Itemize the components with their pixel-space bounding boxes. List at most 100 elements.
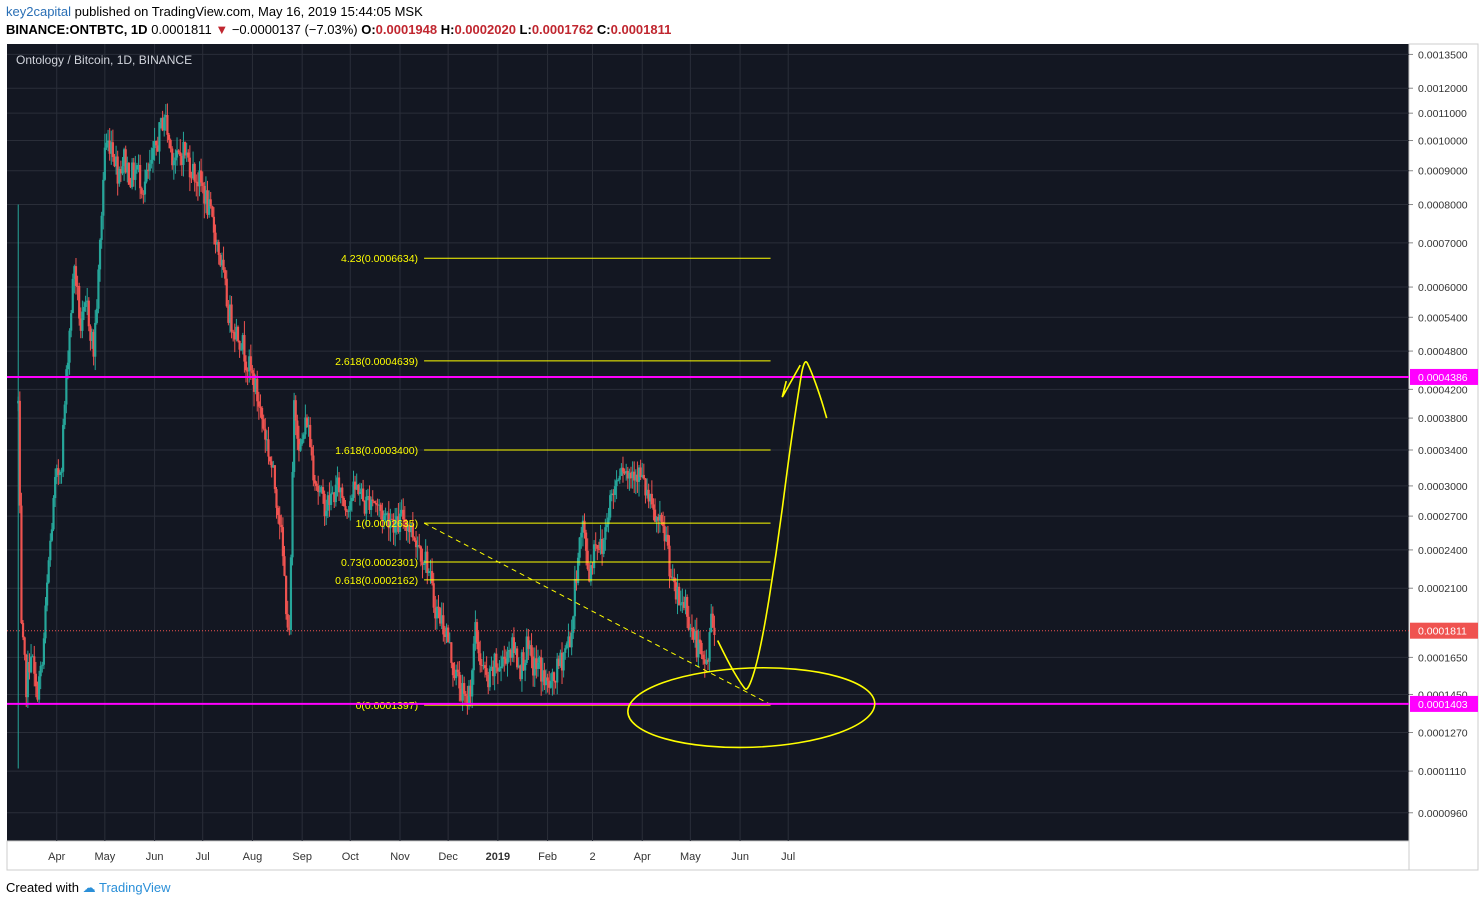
candle-body — [355, 484, 358, 490]
candle-body — [535, 658, 538, 669]
candle-body — [23, 637, 26, 655]
candle-body — [493, 653, 496, 677]
candle-body — [268, 456, 272, 462]
candle-body — [153, 141, 156, 149]
tradingview-brand[interactable]: TradingView — [99, 880, 171, 895]
candle-body — [108, 140, 111, 154]
candle-body — [697, 639, 700, 658]
candle-body — [434, 607, 437, 619]
candle-body — [175, 150, 179, 158]
candle-body — [681, 602, 684, 604]
candle-body — [326, 495, 329, 511]
candle-body — [60, 471, 63, 473]
price-tick-label: 0.0013500 — [1418, 49, 1468, 61]
candle-body — [658, 514, 661, 521]
created-with-label: Created with — [6, 880, 79, 895]
candle-body — [584, 532, 588, 551]
candle-body — [565, 643, 568, 649]
candle-body — [188, 157, 191, 178]
time-tick-label: Apr — [634, 851, 651, 863]
time-tick-label: Aug — [243, 851, 263, 863]
candle-body — [289, 557, 293, 630]
candle-body — [455, 669, 458, 679]
candle-body — [378, 504, 381, 506]
candle-body — [66, 362, 70, 370]
fib-level-label: 1.618(0.0003400) — [335, 445, 418, 457]
candle-body — [164, 114, 167, 118]
candle-body — [227, 306, 230, 323]
candle-body — [581, 520, 584, 533]
publish-info: key2capital published on TradingView.com… — [6, 4, 423, 19]
candle-body — [633, 471, 636, 481]
footer: Created with ☁ TradingView — [6, 880, 171, 896]
candle-body — [644, 478, 647, 496]
candle-body — [479, 653, 482, 665]
candle-body — [498, 668, 501, 672]
candle-body — [432, 583, 435, 608]
candle-body — [28, 662, 31, 673]
candle-body — [379, 504, 382, 511]
candle-body — [294, 400, 297, 421]
candle-body — [46, 582, 49, 606]
candle-body — [689, 627, 692, 630]
candle-body — [342, 497, 345, 507]
candle-body — [381, 510, 384, 521]
candle-body — [567, 636, 570, 644]
candle-body — [187, 152, 190, 158]
candle-body — [163, 117, 166, 131]
candle-body — [618, 475, 621, 480]
candle-body — [527, 636, 530, 649]
candle-body — [610, 493, 613, 496]
candle-body — [570, 633, 573, 648]
candle-body — [679, 603, 682, 606]
candle-body — [466, 695, 469, 707]
candle-body — [652, 504, 655, 510]
candle-body — [626, 470, 629, 479]
candle-body — [686, 596, 689, 617]
author-link[interactable]: key2capital — [6, 4, 72, 19]
candle-body — [243, 335, 246, 362]
time-tick-label: Nov — [390, 851, 410, 863]
candle-body — [225, 278, 228, 307]
candle-body — [345, 510, 349, 512]
candle-body — [386, 513, 389, 515]
price-tick-label: 0.0002100 — [1418, 583, 1468, 595]
candle-body — [307, 424, 310, 427]
candle-body — [347, 510, 350, 512]
candle-body — [471, 670, 474, 697]
price-tick-label: 0.0011000 — [1418, 108, 1467, 120]
candle-body — [313, 480, 317, 484]
candle-body — [621, 467, 625, 472]
time-tick-label: Jul — [196, 851, 210, 863]
candle-body — [387, 513, 390, 529]
candle-body — [560, 652, 564, 671]
candle-body — [406, 525, 410, 532]
candle-body — [220, 259, 224, 266]
candle-body — [244, 361, 248, 371]
candle-body — [514, 648, 517, 654]
candle-body — [352, 481, 355, 498]
candle-body — [604, 527, 607, 540]
candle-body — [241, 335, 244, 350]
candle-body — [573, 578, 576, 617]
price-tick-label: 0.0001110 — [1418, 766, 1466, 778]
candle-body — [299, 444, 302, 451]
candle-body — [203, 185, 206, 204]
candle-body — [73, 266, 76, 279]
candle-body — [668, 545, 671, 577]
candle-body — [684, 596, 687, 608]
candle-body — [196, 181, 199, 187]
candle-body — [318, 491, 321, 493]
published-text: published on TradingView.com, May 16, 20… — [74, 4, 423, 19]
candle-body — [84, 302, 87, 307]
candle-body — [116, 156, 119, 184]
candle-body — [674, 582, 678, 600]
time-tick-label: Jun — [731, 851, 749, 863]
candle-body — [323, 493, 326, 517]
candle-body — [209, 199, 212, 207]
candle-body — [177, 150, 180, 153]
candle-body — [92, 331, 95, 357]
candle-body — [676, 586, 679, 600]
price-tick-label: 0.0003800 — [1418, 413, 1468, 425]
